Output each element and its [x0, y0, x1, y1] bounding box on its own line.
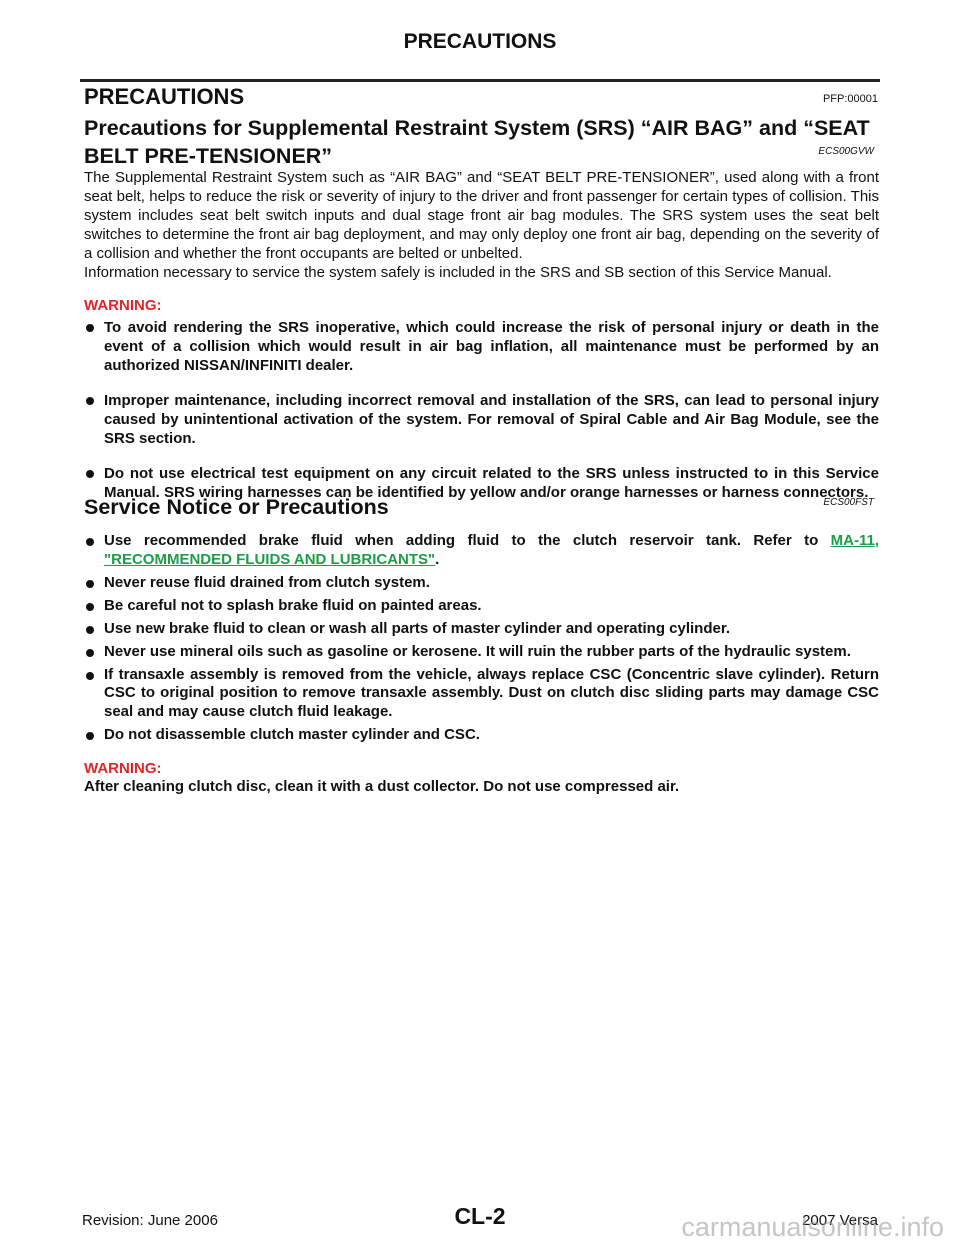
reference-link[interactable]: MA-11, "RECOMMENDED FLUIDS AND LUBRICANT… [104, 532, 879, 568]
warning-label: WARNING: [84, 760, 162, 777]
bullet: To avoid rendering the SRS inoperative, … [84, 318, 879, 375]
bullet: Be careful not to splash brake fluid on … [84, 597, 879, 616]
notice-list: Use recommended brake fluid when adding … [84, 532, 879, 749]
bullet: Do not use electrical test equipment on … [84, 464, 879, 502]
model: 2007 Versa [802, 1212, 878, 1229]
warning-list: To avoid rendering the SRS inoperative, … [84, 318, 879, 518]
bullet: Never use mineral oils such as gasoline … [84, 643, 879, 662]
subsection-code: ECS00GVW [818, 146, 874, 157]
warning-label: WARNING: [84, 297, 162, 314]
bullet-text: Use recommended brake fluid when adding … [104, 532, 819, 549]
watermark: carmanualsonline.info [681, 1212, 944, 1242]
subsection-title: Service Notice or Precautions ECS00FST [84, 493, 874, 521]
section-code: PFP:00001 [822, 93, 878, 105]
warning-text: After cleaning clutch disc, clean it wit… [84, 778, 680, 795]
header-rule [80, 79, 880, 82]
subsection-title-text: Service Notice or Precautions [84, 495, 389, 519]
bullet: Do not disassemble clutch master cylinde… [84, 726, 879, 745]
revision: Revision: June 2006 [82, 1212, 218, 1229]
section-title: PRECAUTIONS [84, 84, 245, 109]
subsection-title: Precautions for Supplemental Restraint S… [84, 114, 874, 170]
bullet: Use new brake fluid to clean or wash all… [84, 620, 879, 639]
subsection-title-text: Precautions for Supplemental Restraint S… [84, 116, 870, 168]
subsection-code: ECS00FST [823, 497, 874, 508]
bullet-text: . [435, 550, 440, 568]
bullet: Use recommended brake fluid when adding … [84, 532, 879, 569]
header-title: PRECAUTIONS [403, 30, 557, 53]
paragraph-block: The Supplemental Restraint System such a… [84, 168, 879, 282]
page-number: CL-2 [454, 1203, 506, 1229]
bullet: Improper maintenance, including incorrec… [84, 391, 879, 448]
bullet: Never reuse fluid drained from clutch sy… [84, 574, 879, 593]
paragraph: The Supplemental Restraint System such a… [84, 169, 879, 262]
bullet: If transaxle assembly is removed from th… [84, 666, 879, 722]
paragraph: Information necessary to service the sys… [84, 264, 832, 281]
